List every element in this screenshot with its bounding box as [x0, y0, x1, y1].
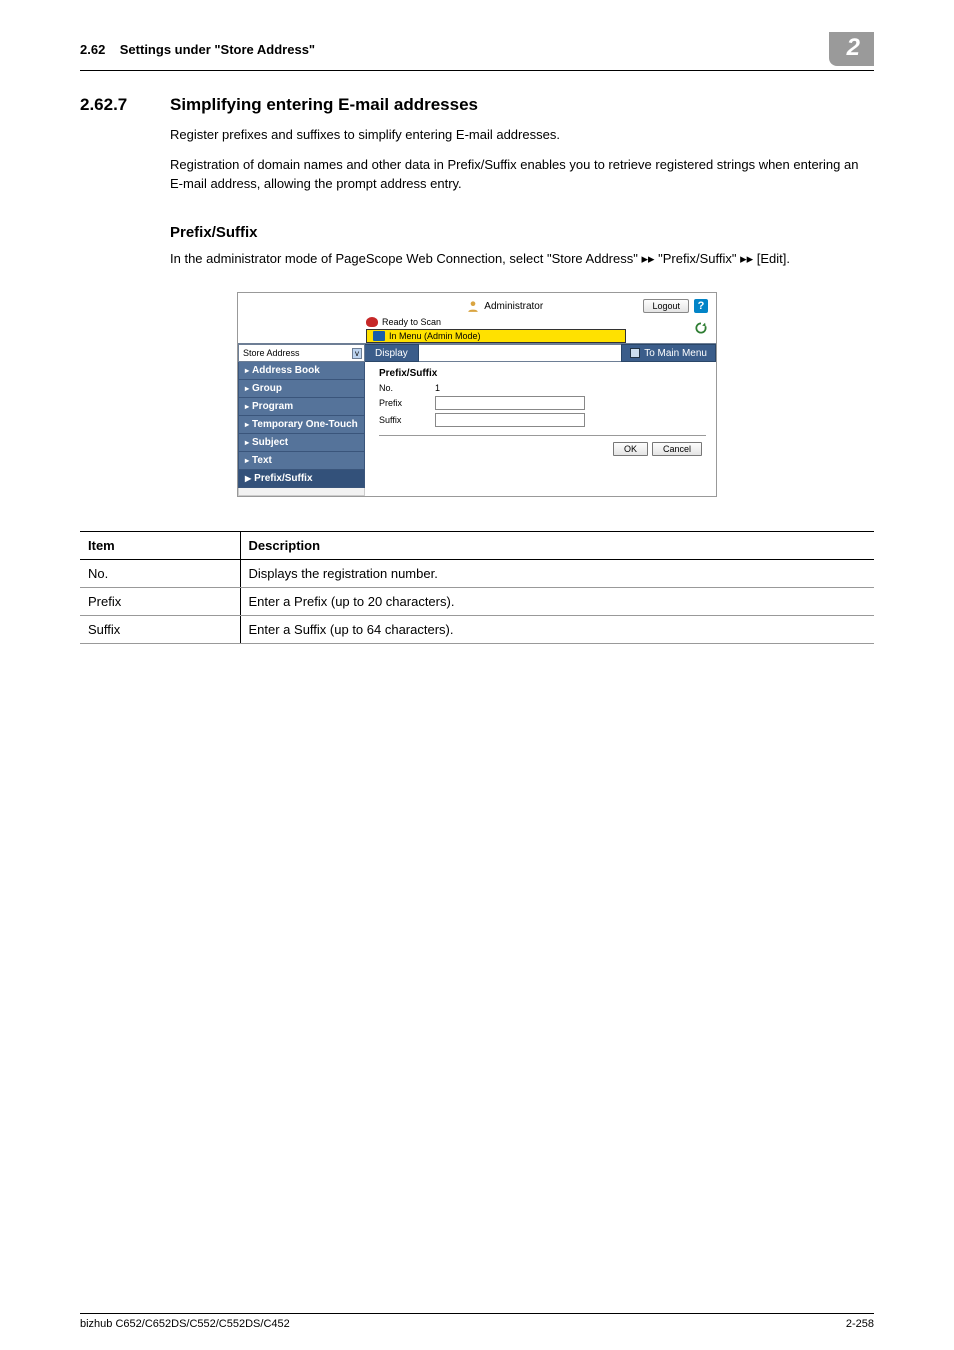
embedded-screenshot: Administrator Logout ? Ready to Scan In … — [237, 292, 717, 497]
td-item: Prefix — [80, 588, 240, 616]
sidebar-spacer — [238, 488, 365, 496]
subsection-para: In the administrator mode of PageScope W… — [170, 249, 874, 269]
sidebar: Address Book Group Program Temporary One… — [238, 362, 365, 496]
to-main-menu-button[interactable]: To Main Menu — [621, 344, 716, 362]
logout-button[interactable]: Logout — [643, 299, 689, 313]
no-label: No. — [379, 383, 435, 393]
sidebar-item-subject[interactable]: Subject — [238, 434, 365, 452]
td-desc: Enter a Suffix (up to 64 characters). — [240, 616, 874, 644]
prefix-input[interactable] — [435, 396, 585, 410]
document-icon — [630, 348, 640, 358]
cancel-button[interactable]: Cancel — [652, 442, 702, 456]
folder-icon — [373, 331, 385, 341]
no-value: 1 — [435, 383, 440, 393]
help-icon[interactable]: ? — [694, 299, 708, 313]
sidebar-item-temporary[interactable]: Temporary One-Touch — [238, 416, 365, 434]
section-para2: Registration of domain names and other d… — [170, 155, 874, 194]
table-row: No. Displays the registration number. — [80, 560, 874, 588]
header-left: 2.62 Settings under "Store Address" — [80, 42, 315, 57]
chapter-badge: 2 — [829, 32, 874, 66]
refresh-icon[interactable] — [694, 321, 708, 337]
td-item: No. — [80, 560, 240, 588]
printer-icon — [366, 317, 378, 327]
td-desc: Displays the registration number. — [240, 560, 874, 588]
sidebar-item-address-book[interactable]: Address Book — [238, 362, 365, 380]
suffix-label: Suffix — [379, 415, 435, 425]
sidebar-item-prefix-suffix[interactable]: Prefix/Suffix — [238, 470, 365, 488]
suffix-input[interactable] — [435, 413, 585, 427]
mode-status: In Menu (Admin Mode) — [366, 329, 626, 343]
header-section-no: 2.62 — [80, 42, 105, 57]
prefix-label: Prefix — [379, 398, 435, 408]
category-select[interactable]: Store Address v — [238, 344, 365, 362]
sidebar-item-group[interactable]: Group — [238, 380, 365, 398]
th-desc: Description — [240, 532, 874, 560]
section-title: Simplifying entering E-mail addresses — [170, 95, 478, 115]
footer-left: bizhub C652/C652DS/C552/C552DS/C452 — [80, 1318, 290, 1330]
footer: bizhub C652/C652DS/C552/C552DS/C452 2-25… — [80, 1313, 874, 1330]
footer-right: 2-258 — [846, 1318, 874, 1330]
page-header: 2.62 Settings under "Store Address" 2 — [80, 32, 874, 71]
header-section-title: Settings under "Store Address" — [120, 42, 315, 57]
display-button[interactable]: Display — [365, 344, 419, 362]
th-item: Item — [80, 532, 240, 560]
user-icon — [466, 299, 480, 313]
description-table: Item Description No. Displays the regist… — [80, 531, 874, 644]
table-row: Suffix Enter a Suffix (up to 64 characte… — [80, 616, 874, 644]
subsection-title: Prefix/Suffix — [170, 224, 874, 241]
admin-label: Administrator — [466, 299, 543, 313]
ready-status: Ready to Scan — [366, 317, 626, 327]
ok-button[interactable]: OK — [613, 442, 648, 456]
sidebar-item-program[interactable]: Program — [238, 398, 365, 416]
section-para1: Register prefixes and suffixes to simpli… — [170, 125, 874, 145]
sidebar-item-text[interactable]: Text — [238, 452, 365, 470]
td-item: Suffix — [80, 616, 240, 644]
td-desc: Enter a Prefix (up to 20 characters). — [240, 588, 874, 616]
section-number: 2.62.7 — [80, 95, 170, 115]
form-title: Prefix/Suffix — [379, 368, 706, 379]
chevron-down-icon: v — [352, 348, 362, 359]
table-row: Prefix Enter a Prefix (up to 20 characte… — [80, 588, 874, 616]
